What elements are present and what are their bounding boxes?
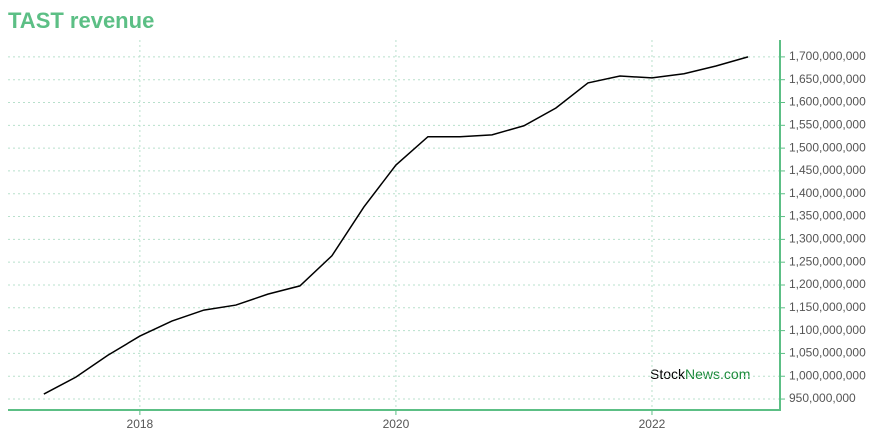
y-tick-label: 1,250,000,000 (789, 254, 866, 268)
chart-title: TAST revenue (8, 8, 154, 33)
y-tick-label: 1,100,000,000 (789, 323, 866, 337)
watermark-first: Stock (650, 366, 686, 382)
x-tick-label: 2018 (127, 417, 154, 431)
y-tick-label: 1,650,000,000 (789, 72, 866, 86)
y-tick-label: 1,000,000,000 (789, 368, 866, 382)
y-tick-label: 1,300,000,000 (789, 232, 866, 246)
line (43, 56, 749, 395)
y-tick-label: 1,150,000,000 (789, 300, 866, 314)
y-tick-label: 1,450,000,000 (789, 163, 866, 177)
watermark: StockNews.com (650, 366, 750, 382)
watermark-second: News.com (685, 366, 750, 382)
y-tick-label: 1,350,000,000 (789, 209, 866, 223)
y-tick-label: 1,050,000,000 (789, 346, 866, 360)
y-tick-label: 1,600,000,000 (789, 95, 866, 109)
y-tick-label: 1,700,000,000 (789, 49, 866, 63)
x-tick-label: 2020 (383, 417, 410, 431)
y-tick-label: 1,200,000,000 (789, 277, 866, 291)
y-tick-label: 1,550,000,000 (789, 117, 866, 131)
y-tick-label: 1,500,000,000 (789, 140, 866, 154)
y-tick-label: 950,000,000 (789, 391, 856, 405)
x-tick-label: 2022 (639, 417, 666, 431)
y-tick-label: 1,400,000,000 (789, 186, 866, 200)
